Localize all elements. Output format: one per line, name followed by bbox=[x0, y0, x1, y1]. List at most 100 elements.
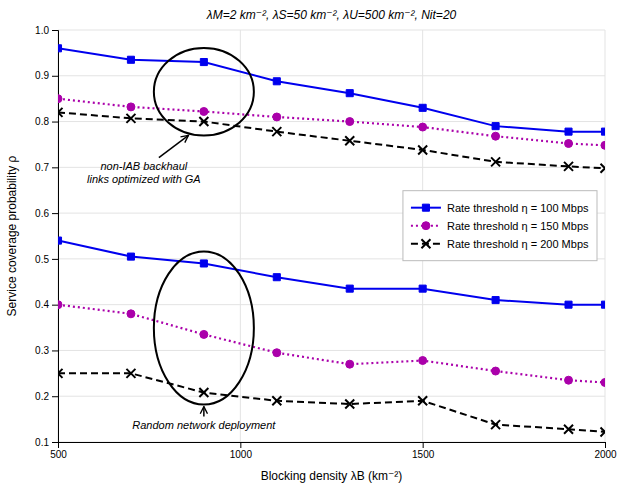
point-symbol bbox=[200, 59, 207, 66]
point bbox=[346, 360, 354, 368]
point bbox=[127, 103, 135, 111]
grid-line-y bbox=[58, 396, 605, 397]
title: λM=2 km⁻², λS=50 km⁻², λU=500 km⁻², Nit=… bbox=[206, 8, 457, 22]
grid-line-y bbox=[58, 121, 605, 122]
grid-line-y bbox=[58, 304, 605, 305]
point-symbol bbox=[491, 420, 500, 429]
legend-box bbox=[403, 191, 597, 261]
point bbox=[199, 388, 208, 397]
point-symbol bbox=[200, 330, 208, 338]
series-line bbox=[58, 373, 605, 432]
x-tick-mark bbox=[423, 442, 424, 448]
y-tick-mark bbox=[52, 259, 58, 260]
point bbox=[418, 145, 427, 154]
point-symbol bbox=[419, 123, 427, 131]
point-symbol bbox=[127, 103, 135, 111]
y-tick: 0.2 bbox=[35, 391, 58, 402]
highlight-ellipse bbox=[154, 48, 254, 136]
point bbox=[273, 113, 281, 121]
annotation: Random network deployment bbox=[132, 419, 276, 431]
series bbox=[58, 301, 605, 387]
point-symbol bbox=[492, 132, 500, 140]
point bbox=[565, 376, 573, 384]
point-symbol bbox=[272, 396, 281, 405]
point bbox=[564, 425, 573, 434]
grid bbox=[58, 30, 605, 442]
marks bbox=[58, 45, 605, 437]
point bbox=[345, 136, 354, 145]
point bbox=[58, 301, 62, 309]
point bbox=[127, 253, 134, 260]
y-tick: 0.5 bbox=[35, 254, 58, 265]
point-symbol bbox=[601, 378, 605, 386]
y-axis-line bbox=[52, 31, 59, 443]
point bbox=[127, 56, 134, 63]
y-tick-label: 0.3 bbox=[35, 345, 49, 356]
annotation-arrow bbox=[159, 135, 189, 157]
point bbox=[58, 369, 63, 378]
y-tick-mark bbox=[52, 76, 58, 77]
series bbox=[58, 95, 605, 150]
y-tick-label: 0.8 bbox=[35, 116, 49, 127]
point-symbol bbox=[127, 310, 135, 318]
point bbox=[601, 164, 606, 173]
x-tick-label: 2000 bbox=[594, 449, 617, 460]
y-axis-title: Service coverage probability ρ bbox=[5, 155, 19, 316]
x-tick: 1500 bbox=[412, 442, 435, 460]
point-symbol bbox=[419, 285, 426, 292]
point bbox=[419, 285, 426, 292]
x-tick-mark bbox=[605, 442, 606, 448]
point-symbol bbox=[601, 164, 606, 173]
y-tick: 1.0 bbox=[35, 25, 58, 36]
y-tick-label: 0.9 bbox=[35, 70, 49, 81]
x-tick-label: 500 bbox=[50, 449, 67, 460]
point-symbol bbox=[58, 108, 63, 117]
point-symbol bbox=[418, 396, 427, 405]
point-symbol bbox=[200, 260, 207, 267]
point bbox=[199, 117, 208, 126]
point-symbol bbox=[273, 274, 280, 281]
y-tick-mark bbox=[52, 167, 58, 168]
point bbox=[273, 349, 281, 357]
x-tick-label: 1500 bbox=[412, 449, 435, 460]
point bbox=[273, 78, 280, 85]
grid-line-y bbox=[58, 30, 605, 31]
highlight-ellipse bbox=[154, 251, 254, 404]
point bbox=[564, 162, 573, 171]
legend-symbol bbox=[422, 222, 430, 230]
point bbox=[565, 301, 572, 308]
legend-symbol bbox=[422, 204, 429, 211]
legend-label: Rate threshold η = 200 Mbps bbox=[447, 238, 589, 250]
x-tick: 1000 bbox=[230, 442, 253, 460]
point-symbol bbox=[346, 118, 354, 126]
y-tick: 0.6 bbox=[35, 208, 58, 219]
point-symbol bbox=[126, 369, 135, 378]
point-symbol bbox=[419, 104, 426, 111]
y-tick-label: 0.5 bbox=[35, 254, 49, 265]
point bbox=[345, 400, 354, 409]
y-tick: 0.1 bbox=[35, 437, 58, 448]
point bbox=[492, 297, 499, 304]
point-symbol bbox=[126, 114, 135, 123]
point bbox=[419, 123, 427, 131]
series bbox=[58, 45, 605, 135]
point bbox=[273, 274, 280, 281]
point-symbol bbox=[492, 367, 500, 375]
y-tick: 0.7 bbox=[35, 162, 58, 173]
point bbox=[272, 127, 281, 136]
y-tick: 0.4 bbox=[35, 299, 58, 310]
point-symbol bbox=[492, 297, 499, 304]
y-tick: 0.8 bbox=[35, 116, 58, 127]
point-symbol bbox=[273, 113, 281, 121]
point bbox=[126, 114, 135, 123]
point bbox=[419, 104, 426, 111]
point bbox=[565, 140, 573, 148]
point bbox=[58, 108, 63, 117]
x-axis: 500 1000 1500 2000 bbox=[50, 442, 617, 460]
point bbox=[58, 45, 62, 52]
y-tick-label: 0.6 bbox=[35, 208, 49, 219]
point bbox=[492, 123, 499, 130]
point-symbol bbox=[601, 427, 606, 436]
legend-label: Rate threshold η = 150 Mbps bbox=[447, 220, 589, 232]
point-symbol bbox=[565, 128, 572, 135]
